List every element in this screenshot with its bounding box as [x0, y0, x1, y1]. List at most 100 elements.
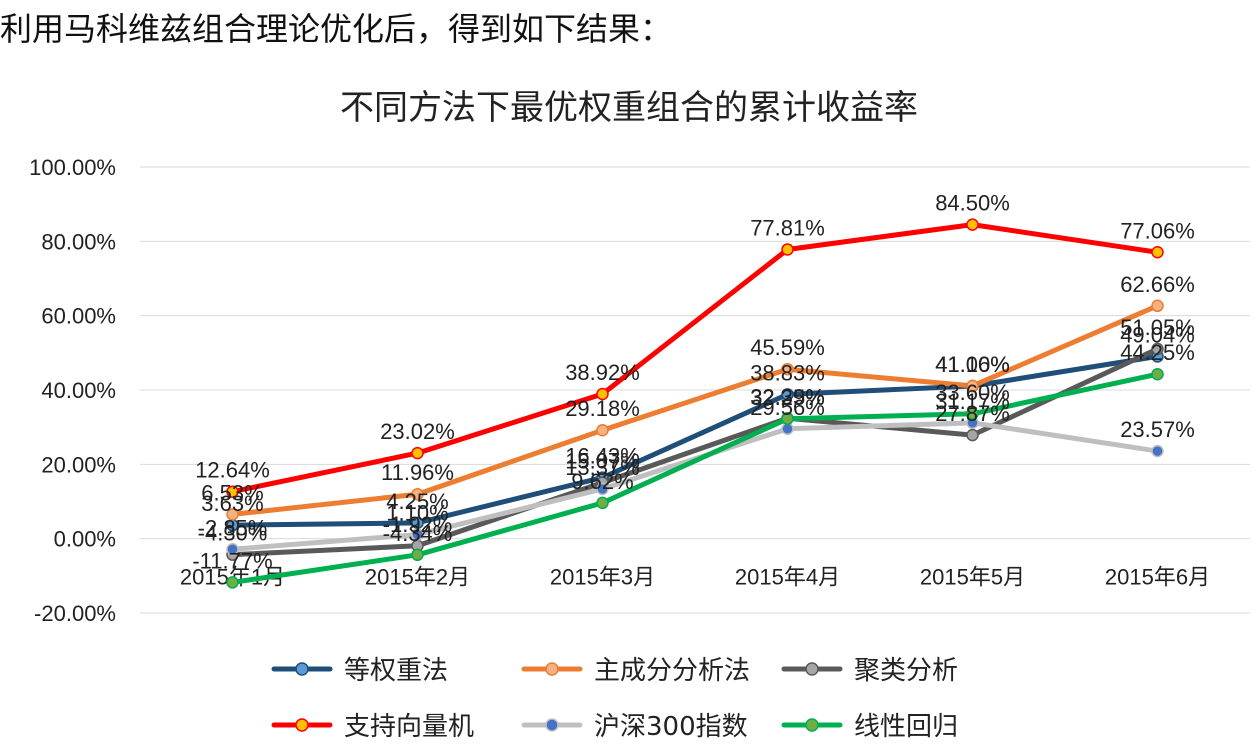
data-label: 12.64%: [195, 458, 270, 483]
y-tick-label: 40.00%: [41, 378, 116, 403]
legend-item: 沪深300指数: [520, 706, 748, 743]
data-point: [596, 482, 609, 496]
data-point: [226, 508, 239, 521]
data-label: 38.92%: [565, 360, 640, 385]
data-label: 13.37%: [565, 455, 640, 480]
data-point: [226, 576, 239, 589]
legend-swatch: [271, 661, 333, 676]
data-label: 29.56%: [750, 395, 825, 420]
data-point: [1151, 444, 1164, 458]
series-line: [230, 371, 1160, 585]
legend-swatch: [781, 717, 843, 732]
chart-title: 不同方法下最优权重组合的累计收益率: [340, 88, 918, 128]
legend-swatch: [521, 661, 583, 676]
data-label: 31.17%: [935, 389, 1010, 414]
legend-item: 线性回归: [780, 706, 958, 743]
series-line: [230, 420, 1160, 552]
data-label: 1.10%: [386, 501, 448, 526]
series-line: [230, 346, 1160, 558]
legend-swatch: [271, 717, 333, 732]
data-point: [1151, 299, 1164, 313]
legend-label: 线性回归: [854, 712, 959, 742]
legend-item: 支持向量机: [270, 706, 474, 743]
x-tick-label: 2015年3月: [550, 565, 655, 590]
data-label: 49.04%: [1120, 322, 1195, 347]
data-label: -4.30%: [198, 521, 268, 546]
legend-label: 沪深300指数: [594, 712, 748, 742]
data-label: -1.92%: [383, 512, 453, 537]
data-label: 15.07%: [565, 449, 640, 474]
data-point: [781, 362, 794, 376]
y-tick-label: 0.00%: [54, 527, 116, 552]
data-label: 4.25%: [386, 489, 448, 514]
data-label: 16.43%: [565, 444, 640, 469]
series-line: [230, 222, 1160, 495]
data-point: [411, 487, 424, 501]
data-point: [411, 548, 424, 562]
line-chart: 100.00% 80.00% 60.00% 40.00% 20.00% 0.00% -20.…: [29, 155, 1250, 626]
data-label: 62.66%: [1120, 272, 1195, 297]
legend-swatch: [781, 661, 843, 676]
legend-label: 聚类分析: [854, 656, 959, 686]
intro-text: 利用马科维兹组合理论优化后，得到如下结果：: [0, 10, 673, 48]
data-point: [411, 528, 424, 541]
data-label: 77.06%: [1120, 218, 1195, 243]
y-tick-label: 20.00%: [41, 452, 116, 477]
y-tick-label: 100.00%: [29, 155, 116, 180]
legend-item: 等权重法: [270, 650, 448, 687]
data-label: 6.53%: [201, 480, 263, 505]
data-point: [966, 379, 979, 393]
data-label: 51.05%: [1120, 315, 1195, 340]
x-tick-label: 2015年2月: [365, 565, 470, 590]
data-label: 45.59%: [750, 335, 825, 360]
legend-label: 等权重法: [344, 656, 449, 686]
data-point: [781, 388, 794, 401]
data-label: -2.85%: [198, 515, 268, 540]
data-point: [596, 423, 609, 437]
data-label: 11.96%: [381, 460, 454, 485]
data-point: [781, 412, 794, 426]
x-tick-label: 2015年5月: [920, 565, 1025, 590]
data-point: [596, 387, 609, 401]
legend-item: 主成分分析法: [520, 650, 750, 687]
data-label: -4.34%: [383, 521, 453, 546]
legend-label: 支持向量机: [344, 712, 475, 742]
data-label: 33.60%: [935, 380, 1010, 405]
legend-label: 主成分分析法: [594, 656, 751, 686]
data-point: [966, 407, 979, 421]
legend-item: 聚类分析: [780, 650, 958, 687]
data-point: [1151, 367, 1164, 381]
data-point: [596, 496, 609, 510]
y-tick-label: -20.00%: [34, 601, 116, 626]
data-point: [966, 428, 979, 442]
data-label: 32.39%: [750, 384, 825, 409]
data-point: [1151, 342, 1164, 356]
data-label: 44.25%: [1120, 340, 1195, 365]
data-point: [226, 543, 239, 556]
data-point: [966, 218, 979, 231]
data-label: 41.10%: [935, 352, 1010, 377]
data-label: -11.77%: [192, 548, 272, 573]
series-line: [230, 353, 1160, 528]
data-label: 41.06%: [935, 352, 1010, 377]
data-point: [1151, 246, 1164, 259]
data-label: 29.18%: [565, 396, 640, 421]
x-tick-label: 2015年6月: [1105, 565, 1210, 590]
data-label: 9.62%: [571, 469, 633, 494]
data-label: 38.83%: [750, 360, 825, 385]
data-label: 23.02%: [380, 419, 455, 444]
y-tick-label: 80.00%: [41, 229, 116, 254]
data-point: [781, 243, 794, 256]
data-label: 84.50%: [935, 191, 1010, 216]
data-label: 3.63%: [201, 491, 263, 516]
x-tick-label: 2015年4月: [735, 565, 840, 590]
data-label: 23.57%: [1120, 417, 1195, 442]
data-label: 77.81%: [750, 215, 825, 240]
data-point: [226, 485, 239, 498]
data-point: [411, 446, 424, 460]
y-tick-label: 60.00%: [41, 304, 116, 329]
data-label: 27.87%: [935, 401, 1010, 426]
legend-swatch: [521, 717, 583, 732]
data-label: 32.25%: [750, 385, 825, 410]
series-line: [230, 303, 1160, 517]
